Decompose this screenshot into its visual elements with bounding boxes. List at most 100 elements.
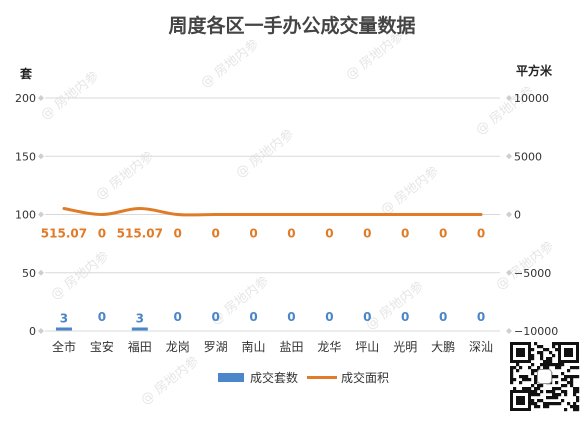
line-label: 0: [98, 227, 106, 241]
qr-module: [540, 384, 544, 388]
qr-module: [549, 357, 553, 361]
qr-module: [573, 375, 577, 379]
line-label: 515.07: [117, 227, 163, 241]
qr-module: [513, 366, 517, 370]
qr-module: [519, 381, 523, 385]
chart-title: 周度各区一手办公成交量数据: [168, 14, 415, 37]
category-label: 福田: [128, 339, 152, 354]
line-label: 0: [325, 227, 333, 241]
left-tick-label: 150: [15, 150, 36, 163]
qr-module: [531, 357, 535, 361]
qr-module: [537, 393, 541, 397]
legend[interactable]: 成交套数 成交面积: [218, 370, 389, 385]
qr-module: [549, 390, 553, 394]
category-label: 光明: [393, 340, 417, 354]
right-tick-marker: [506, 95, 512, 101]
qr-module: [555, 402, 559, 406]
bar-label: 0: [439, 310, 447, 324]
qr-module: [576, 405, 580, 409]
category-label: 龙岗: [166, 340, 190, 354]
qr-module: [546, 363, 550, 367]
category-label: 全市: [52, 339, 76, 354]
qr-module: [510, 369, 514, 373]
bar-data-labels: 3 0 3 0 0 0 0 0 0 0 0 0: [60, 310, 485, 326]
qr-module: [555, 375, 559, 379]
qr-module: [555, 381, 559, 385]
qr-module: [522, 378, 526, 382]
right-tick-label: 0: [514, 209, 521, 222]
qr-module: [576, 390, 580, 394]
legend-line-label: 成交面积: [341, 370, 389, 385]
qr-module: [534, 390, 538, 394]
bar-series: [55, 327, 148, 331]
qr-module: [558, 402, 562, 406]
right-tick-label: −5000: [514, 267, 551, 280]
qr-module: [528, 387, 532, 391]
qr-module: [531, 372, 535, 376]
bar-label: 0: [325, 310, 333, 324]
line-series-path: [62, 206, 483, 217]
qr-module: [534, 402, 538, 406]
qr-module: [510, 366, 514, 370]
qr-module: [531, 393, 535, 397]
category-label: 盐田: [279, 340, 303, 354]
left-tick-label: 50: [22, 267, 36, 280]
qr-module: [555, 363, 559, 367]
qr-logo: [537, 369, 552, 384]
category-label: 龙华: [317, 340, 341, 354]
qr-module: [552, 396, 556, 400]
qr-module: [549, 402, 553, 406]
qr-module: [576, 375, 580, 379]
left-tick-marker: [38, 153, 44, 160]
qr-module: [564, 378, 568, 382]
qr-module: [564, 375, 568, 379]
right-tick-marker: [506, 211, 512, 218]
bar-label: 0: [249, 310, 257, 324]
bar-label: 3: [136, 312, 144, 326]
qr-module: [516, 363, 520, 367]
qr-module: [567, 369, 571, 373]
qr-module: [564, 390, 568, 394]
qr-module: [552, 393, 556, 397]
line-label: 0: [174, 227, 182, 241]
category-axis: 全市 宝安 福田 龙岗 罗湖 南山 盐田 龙华 坪山 光明 大鹏 深汕: [45, 330, 500, 354]
qr-module: [531, 399, 535, 403]
qr-finder-core: [516, 348, 525, 357]
right-tick-marker: [506, 153, 512, 160]
qr-module: [573, 366, 577, 370]
qr-module: [546, 348, 550, 352]
qr-module: [510, 381, 514, 385]
qr-module: [540, 399, 544, 403]
line-label: 0: [477, 227, 485, 241]
qr-module: [510, 372, 514, 376]
watermark-text: @ 房地内参: [378, 163, 442, 218]
qr-module: [525, 387, 529, 391]
qr-module: [555, 366, 559, 370]
qr-module: [561, 399, 565, 403]
watermark-text: @ 房地内参: [48, 248, 112, 303]
qr-module: [513, 378, 517, 382]
line-label: 0: [439, 227, 447, 241]
qr-module: [576, 366, 580, 370]
qr-module: [531, 390, 535, 394]
qr-module: [567, 381, 571, 385]
qr-module: [558, 363, 562, 367]
qr-module: [555, 348, 559, 352]
bar-label: 0: [287, 310, 295, 324]
left-axis-ticks: 0 50 100 150 200: [15, 92, 44, 338]
bar: [55, 327, 72, 331]
qr-module: [543, 360, 547, 364]
qr-module: [543, 348, 547, 352]
qr-module: [555, 387, 559, 391]
qr-module: [522, 375, 526, 379]
qr-module: [534, 405, 538, 409]
qr-module: [543, 402, 547, 406]
qr-module: [534, 369, 538, 373]
line-label: 515.07: [41, 227, 87, 241]
qr-module: [561, 378, 565, 382]
qr-module: [531, 354, 535, 358]
qr-module: [552, 345, 556, 349]
right-tick-label: 10000: [514, 92, 549, 105]
qr-module: [561, 390, 565, 394]
